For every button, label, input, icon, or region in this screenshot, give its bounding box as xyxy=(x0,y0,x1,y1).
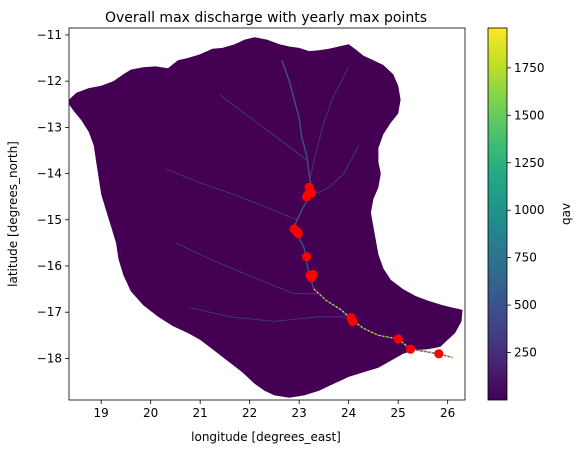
yearly-max-point xyxy=(406,345,415,354)
x-tick-label: 19 xyxy=(94,406,109,420)
yearly-max-point xyxy=(348,317,357,326)
y-tick-label: −17 xyxy=(37,305,62,319)
x-tick-label: 20 xyxy=(143,406,158,420)
yearly-max-point xyxy=(394,334,403,343)
chart-title: Overall max discharge with yearly max po… xyxy=(105,10,427,26)
x-tick-label: 22 xyxy=(242,406,257,420)
y-tick-label: −13 xyxy=(37,120,62,134)
colorbar-tick-label: 500 xyxy=(514,298,537,312)
y-axis: −11 −12 −13 −14 −15 −16 −17 −18 xyxy=(37,28,69,365)
y-tick-label: −16 xyxy=(37,259,62,273)
x-tick-label: 26 xyxy=(440,406,455,420)
x-tick-label: 24 xyxy=(341,406,356,420)
y-tick-label: −12 xyxy=(37,74,62,88)
y-tick-label: −11 xyxy=(37,28,62,42)
x-tick-label: 23 xyxy=(292,406,307,420)
x-tick-label: 25 xyxy=(391,406,406,420)
colorbar-ticks: 250 500 750 1000 1250 1500 1750 xyxy=(507,61,545,360)
colorbar-tick-label: 1000 xyxy=(514,203,545,217)
y-axis-label: latitude [degrees_north] xyxy=(6,141,20,287)
colorbar-tick-label: 1250 xyxy=(514,156,545,170)
x-tick-label: 21 xyxy=(193,406,208,420)
yearly-max-point xyxy=(308,270,317,279)
colorbar-label: qav xyxy=(559,203,573,225)
colorbar-tick-label: 750 xyxy=(514,251,537,265)
y-tick-label: −15 xyxy=(37,213,62,227)
yearly-max-point xyxy=(302,252,311,261)
yearly-max-point xyxy=(434,349,443,358)
y-tick-label: −14 xyxy=(37,167,62,181)
colorbar: 250 500 750 1000 1250 1500 1750 qav xyxy=(488,28,573,400)
colorbar-tick-label: 1750 xyxy=(514,61,545,75)
colorbar-gradient xyxy=(488,28,507,400)
x-axis-label: longitude [degrees_east] xyxy=(191,430,341,444)
plot-area xyxy=(69,28,465,400)
yearly-max-point xyxy=(294,229,303,238)
x-axis: 19 20 21 22 23 24 25 26 xyxy=(94,400,456,420)
colorbar-tick-label: 1500 xyxy=(514,108,545,122)
colorbar-tick-label: 250 xyxy=(514,346,537,360)
y-tick-label: −18 xyxy=(37,351,62,365)
yearly-max-point xyxy=(302,192,311,201)
